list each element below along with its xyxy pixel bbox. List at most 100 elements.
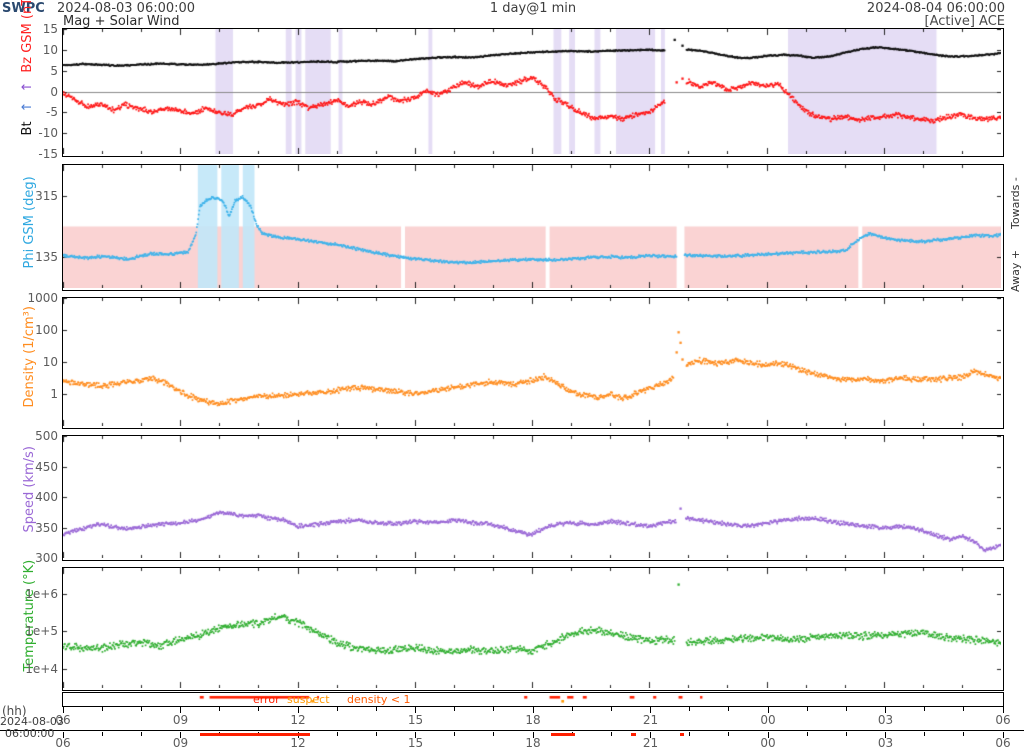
source-status: [Active] ACE xyxy=(924,14,1005,29)
x-tick-label: 03 xyxy=(877,736,894,748)
x-tick-label: 06 xyxy=(995,713,1011,727)
ruler-error-segment xyxy=(200,733,310,736)
x-tick xyxy=(571,707,573,711)
x-axis-secondary: 06 09 12 15 18 21 00 03 06 xyxy=(0,730,1024,748)
ruler-error-segment xyxy=(679,733,684,736)
y-axis-label-phi: Phi GSM (deg) xyxy=(7,167,52,285)
x-tick xyxy=(924,707,926,711)
x-tick xyxy=(336,732,338,736)
panel-speed xyxy=(62,435,1004,561)
speed-canvas xyxy=(63,436,1001,558)
y-tick-label: 15 xyxy=(42,22,58,36)
x-tick xyxy=(1002,732,1004,738)
flag-legend-suspect: suspect xyxy=(287,693,330,706)
y-tick-label: 315 xyxy=(35,188,58,203)
x-tick xyxy=(689,732,691,736)
swpc-logo-text: SWPC xyxy=(2,1,45,16)
y-tick-label: 1000 xyxy=(27,291,58,305)
y-tick-label: 400 xyxy=(35,490,58,504)
x-tick xyxy=(415,707,416,713)
y-tick-label: 350 xyxy=(35,520,58,535)
x-tick-label: 12 xyxy=(290,736,306,748)
x-tick-label: 12 xyxy=(290,713,306,727)
panel-temperature xyxy=(62,567,1004,691)
x-tick xyxy=(180,732,181,738)
y-tick-label: 10 xyxy=(42,355,58,369)
ruler-error-segment xyxy=(630,733,636,736)
phi-canvas xyxy=(63,165,1001,288)
x-tick-label: 18 xyxy=(525,713,541,727)
x-tick-label: 00 xyxy=(760,736,776,748)
bz-label: Bz GSM (nT) xyxy=(20,0,35,73)
x-tick xyxy=(650,732,651,738)
x-tick xyxy=(62,732,64,738)
x-tick-label: 09 xyxy=(172,736,189,748)
x-tick xyxy=(845,732,847,736)
x-tick-label: 21 xyxy=(642,736,659,748)
x-tick xyxy=(415,732,416,738)
x-tick xyxy=(297,707,299,713)
x-tick xyxy=(610,707,612,711)
x-tick xyxy=(767,707,769,713)
x-tick xyxy=(963,732,965,736)
x-tick-label: 09 xyxy=(172,713,189,727)
x-tick xyxy=(180,707,181,713)
y-tick-label: 100 xyxy=(35,323,58,337)
y-tick-label: 450 xyxy=(35,459,58,474)
density-canvas xyxy=(63,298,1001,426)
x-tick-label: 06 xyxy=(995,736,1011,748)
x-tick xyxy=(493,707,495,711)
footer-time: 06:00:00 xyxy=(5,727,55,740)
x-tick xyxy=(101,732,103,736)
flags-canvas xyxy=(63,693,1001,704)
x-tick-label: 18 xyxy=(525,736,541,748)
end-time: 2024-08-04 06:00:00 xyxy=(866,1,1005,16)
y-tick-label: -15 xyxy=(38,147,58,161)
x-tick-label: 21 xyxy=(642,713,659,727)
y-tick-label: 1e+4 xyxy=(25,661,58,676)
flag-legend-density: density < 1 xyxy=(347,693,411,706)
x-tick xyxy=(532,732,534,738)
y-tick-label: 500 xyxy=(35,429,58,443)
x-tick xyxy=(728,707,730,711)
y-tick-label: 1e+5 xyxy=(25,624,58,639)
x-tick xyxy=(924,732,926,736)
plot-title: Mag + Solar Wind xyxy=(63,14,180,29)
x-tick xyxy=(610,732,612,736)
x-tick xyxy=(101,707,103,711)
y-tick-label: 10 xyxy=(42,42,58,57)
sector-direction-label: Away + Towards - xyxy=(1009,177,1022,292)
x-tick xyxy=(963,707,965,711)
panel-phi-gsm xyxy=(62,164,1004,291)
x-axis-unit: (hh) xyxy=(2,704,27,718)
x-tick xyxy=(140,732,142,736)
x-tick xyxy=(689,707,691,711)
x-tick xyxy=(532,707,534,713)
x-tick xyxy=(336,707,338,711)
panel-mag-bt-bz xyxy=(62,28,1004,157)
x-tick xyxy=(885,732,886,738)
y-tick-label: 0 xyxy=(50,84,58,99)
temperature-canvas xyxy=(63,568,1001,688)
ruler-error-segment xyxy=(550,733,575,736)
x-tick xyxy=(454,707,456,711)
x-tick-label: 06 xyxy=(55,713,71,727)
x-tick-label: 15 xyxy=(407,736,424,748)
x-tick xyxy=(845,707,847,711)
x-axis-primary: 06 09 12 15 18 21 00 03 06 xyxy=(0,707,1024,729)
resolution-label: 1 day@1 min xyxy=(489,1,577,16)
x-tick xyxy=(650,707,651,713)
x-tick-label: 15 xyxy=(407,713,424,727)
x-tick xyxy=(258,707,260,711)
y-tick-label: 135 xyxy=(35,250,58,265)
temperature-label: Temperature (°K) xyxy=(22,559,37,672)
start-time: 2024-08-03 06:00:00 xyxy=(57,1,196,16)
x-tick xyxy=(140,707,142,711)
flag-legend-error: error xyxy=(253,693,280,706)
x-tick-label: 03 xyxy=(877,713,894,727)
y-tick-label: -5 xyxy=(46,105,58,120)
x-tick xyxy=(375,707,377,711)
x-tick-label: 06 xyxy=(55,736,71,748)
x-tick xyxy=(375,732,377,736)
